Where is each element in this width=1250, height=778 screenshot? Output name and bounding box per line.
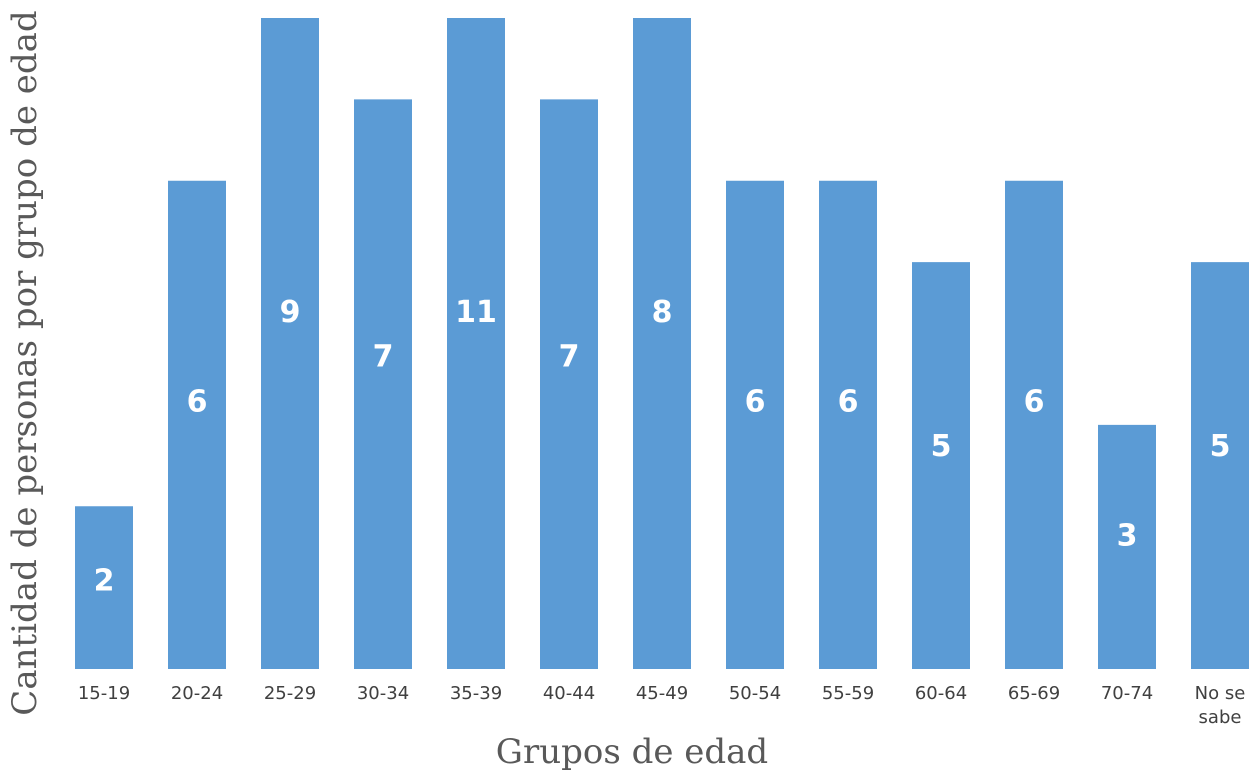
bar-value-label-20-24: 6 (187, 384, 208, 419)
bar-70-74 (1098, 424, 1156, 669)
bar-value-label-35-39: 11 (455, 295, 497, 330)
x-tick-label-25-29: 25-29 (264, 683, 316, 704)
bars-group (75, 18, 1249, 669)
y-axis-title: Cantidad de personas por grupo de edad (5, 10, 45, 715)
x-tick-label-55-59: 55-59 (822, 683, 874, 704)
x-tick-label-15-19: 15-19 (78, 683, 130, 704)
bar-30-34 (354, 99, 412, 669)
x-tick-labels-group: 15-19 20-24 25-29 30-34 35-39 40-44 45-49 50-54… (78, 683, 1245, 728)
bar-value-label-no-se-sabe: 5 (1210, 429, 1231, 464)
bar-value-label-65-69: 6 (1024, 384, 1045, 419)
x-tick-label-70-74: 70-74 (1101, 683, 1153, 704)
x-tick-label-30-34: 30-34 (357, 683, 409, 704)
x-tick-label-65-69: 65-69 (1008, 683, 1060, 704)
bar-60-64 (912, 262, 970, 669)
bar-45-49 (633, 18, 691, 669)
bar-value-label-15-19: 2 (94, 563, 115, 598)
x-tick-label-40-44: 40-44 (543, 683, 595, 704)
bar-20-24 (168, 180, 226, 669)
x-axis-title: Grupos de edad (496, 732, 768, 772)
bar-50-54 (726, 180, 784, 669)
bar-labels-group: 2 6 9 7 11 7 8 6 6 5 6 3 5 (94, 295, 1231, 599)
bar-value-label-55-59: 6 (838, 384, 859, 419)
bar-35-39 (447, 18, 505, 669)
x-tick-label-no-se-sabe: No se sabe (1195, 683, 1246, 728)
bar-value-label-40-44: 7 (559, 340, 580, 375)
bar-65-69 (1005, 180, 1063, 669)
bar-25-29 (261, 18, 319, 669)
x-tick-label-50-54: 50-54 (729, 683, 781, 704)
bar-15-19 (75, 506, 133, 669)
bar-value-label-70-74: 3 (1117, 519, 1138, 554)
bar-value-label-30-34: 7 (373, 340, 394, 375)
x-tick-label-20-24: 20-24 (171, 683, 223, 704)
bar-value-label-60-64: 5 (931, 429, 952, 464)
bar-40-44 (540, 99, 598, 669)
bar-value-label-45-49: 8 (652, 295, 673, 330)
x-tick-label-35-39: 35-39 (450, 683, 502, 704)
x-tick-label-45-49: 45-49 (636, 683, 688, 704)
bar-no-se-sabe (1191, 262, 1249, 669)
bar-value-label-25-29: 9 (280, 295, 301, 330)
bar-value-label-50-54: 6 (745, 384, 766, 419)
x-tick-label-60-64: 60-64 (915, 683, 967, 704)
bar-55-59 (819, 180, 877, 669)
